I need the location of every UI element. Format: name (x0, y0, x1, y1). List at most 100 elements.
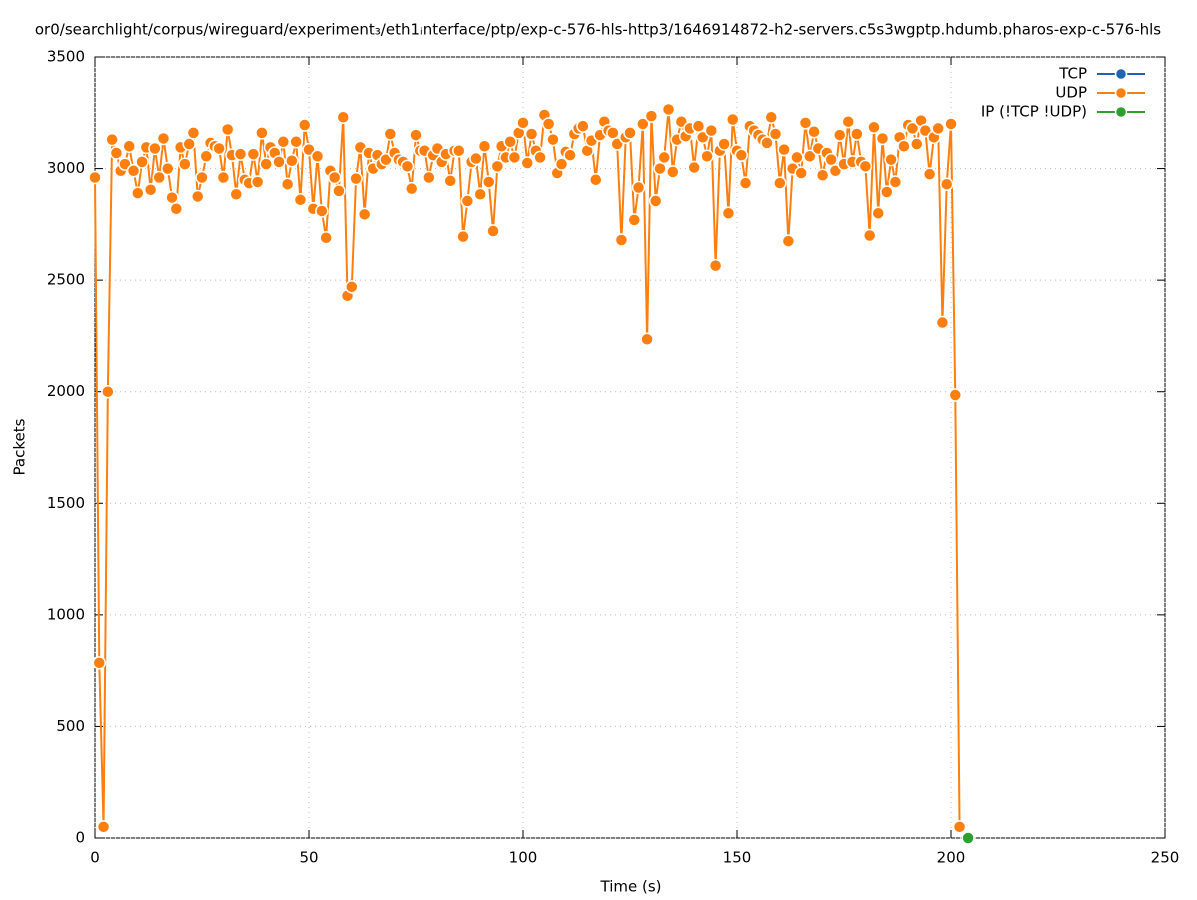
data-point (815, 168, 830, 183)
y-tick-label: 1500 (47, 494, 85, 512)
data-point (880, 185, 894, 199)
data-point (533, 150, 547, 165)
data-point (126, 164, 141, 178)
data-point (768, 127, 783, 141)
data-point (259, 157, 273, 171)
data-point (190, 189, 205, 204)
data-point (661, 102, 676, 117)
data-point (482, 175, 496, 189)
x-tick-label: 0 (90, 849, 100, 867)
data-point (229, 187, 243, 201)
data-point (195, 170, 209, 185)
data-point (734, 148, 749, 162)
legend-marker (1114, 67, 1128, 81)
data-point (161, 161, 175, 176)
data-point (760, 136, 774, 150)
data-point (576, 119, 590, 133)
data-point (944, 117, 958, 131)
data-point (101, 384, 115, 399)
data-point (717, 137, 731, 151)
data-point (653, 161, 667, 176)
data-point (764, 110, 778, 124)
data-point (935, 315, 950, 330)
data-point (867, 120, 881, 135)
y-tick-label: 3500 (47, 48, 85, 66)
data-point (773, 176, 787, 190)
data-point (858, 159, 873, 174)
data-point (469, 151, 483, 166)
data-point (657, 150, 671, 165)
data-point (289, 135, 303, 149)
data-point (212, 141, 226, 156)
data-point (216, 170, 231, 185)
data-point (871, 206, 885, 220)
legend-label: IP (!TCP !UDP) (981, 103, 1087, 121)
data-point (905, 121, 920, 136)
y-tick-label: 1000 (47, 605, 85, 623)
data-point (875, 131, 890, 146)
data-point (777, 142, 791, 157)
data-point (246, 147, 261, 161)
data-point (345, 280, 359, 294)
data-point (606, 126, 620, 140)
x-tick-label: 50 (299, 849, 318, 867)
x-tick-label: 200 (937, 849, 966, 867)
data-point (233, 147, 248, 161)
data-point (708, 258, 723, 273)
data-point (725, 112, 740, 127)
y-axis-label: Packets (11, 418, 29, 475)
data-point (135, 155, 149, 169)
data-point (507, 150, 522, 165)
data-point (910, 137, 924, 151)
data-point (272, 155, 286, 169)
legend-marker (1114, 86, 1128, 100)
data-point (88, 170, 102, 185)
series-line (94, 108, 961, 828)
data-point (169, 201, 184, 216)
data-point (931, 121, 945, 136)
data-point (627, 213, 642, 227)
data-point (850, 127, 864, 141)
data-point (400, 159, 415, 174)
legend-marker (1114, 105, 1128, 119)
y-tick-label: 2000 (47, 382, 85, 400)
data-point (666, 165, 680, 179)
data-point (841, 114, 856, 129)
data-point (922, 167, 937, 181)
data-point (182, 137, 196, 151)
data-point (105, 132, 119, 147)
data-point (109, 146, 124, 160)
data-point (888, 175, 903, 189)
data-point (614, 233, 629, 247)
data-point (148, 141, 162, 156)
data-point (961, 831, 975, 845)
x-axis-label: Time (s) (600, 878, 662, 896)
data-point (122, 139, 136, 154)
data-point (803, 149, 817, 164)
data-point (383, 127, 398, 141)
data-point (738, 176, 753, 190)
data-point (473, 187, 487, 201)
data-point (92, 656, 107, 670)
data-point (631, 180, 646, 195)
data-point (336, 110, 350, 124)
data-point (452, 143, 466, 158)
data-point (884, 152, 898, 167)
data-point (443, 174, 457, 188)
data-point (948, 388, 963, 402)
data-point (152, 170, 166, 185)
data-point (165, 190, 179, 205)
data-point (319, 230, 333, 245)
data-point (255, 126, 269, 140)
data-point (456, 229, 470, 244)
data-point (96, 820, 111, 834)
x-tick-label: 150 (723, 849, 752, 867)
data-point (721, 206, 736, 220)
data-point (541, 117, 556, 131)
data-point (554, 157, 569, 171)
data-point (250, 175, 265, 189)
data-point (687, 160, 701, 175)
data-point (285, 154, 299, 168)
data-point (178, 157, 192, 171)
data-point (524, 127, 539, 141)
